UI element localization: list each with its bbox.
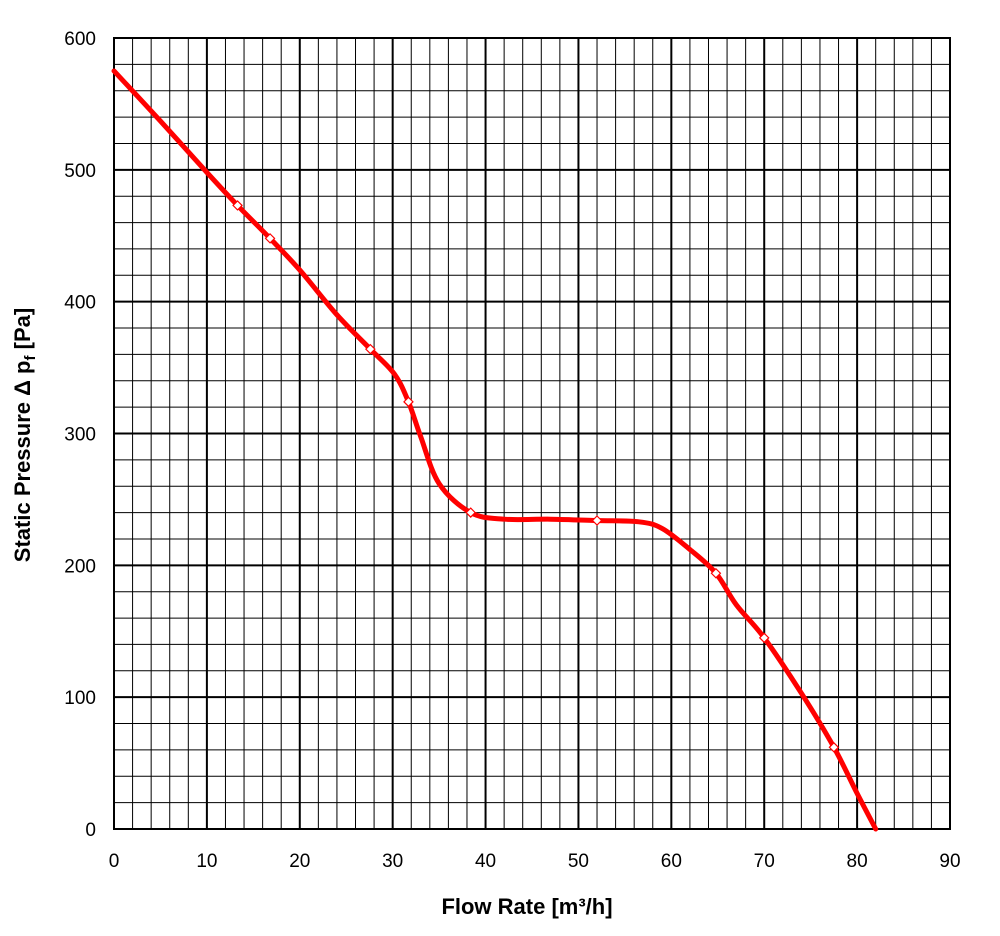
- y-tick-label: 500: [64, 161, 96, 182]
- x-tick-label: 10: [196, 851, 217, 872]
- major-gridlines: [113, 37, 951, 830]
- y-axis-label-subscript: f: [22, 355, 39, 361]
- x-axis-label: Flow Rate [m³/h]: [441, 894, 612, 919]
- y-tick-label: 200: [64, 556, 96, 577]
- x-tick-label: 20: [289, 851, 310, 872]
- plot-frame: [113, 37, 951, 830]
- y-axis-label: Static Pressure Δ pf [Pa]: [10, 308, 39, 562]
- x-tick-label: 40: [475, 851, 496, 872]
- data-point-marker: [758, 632, 770, 644]
- x-tick-label: 90: [939, 851, 960, 872]
- x-tick-label: 0: [109, 851, 120, 872]
- data-point-marker: [710, 567, 722, 579]
- data-point-marker: [591, 515, 603, 526]
- x-tick-label: 60: [661, 851, 682, 872]
- y-tick-label: 600: [64, 29, 96, 50]
- data-point-marker: [465, 507, 477, 518]
- data-point-marker: [828, 741, 840, 753]
- curve-layer: [111, 68, 879, 832]
- x-tick-label: 30: [382, 851, 403, 872]
- x-tick-label: 50: [568, 851, 589, 872]
- y-tick-label: 400: [64, 293, 96, 314]
- x-tick-label: 80: [847, 851, 868, 872]
- data-point-marker: [264, 233, 276, 244]
- y-axis-label-suffix: [Pa]: [10, 308, 35, 356]
- y-tick-labels: 0 100 200 300 400 500 600: [64, 29, 96, 841]
- data-point-marker: [232, 200, 243, 211]
- y-tick-label: 300: [64, 425, 96, 446]
- y-tick-label: 0: [85, 820, 96, 841]
- x-tick-labels: 0 10 20 30 40 50 60 70 80 90: [109, 851, 961, 872]
- y-axis-label-prefix: Static Pressure Δ p: [10, 361, 35, 563]
- marker-layer: [232, 200, 840, 753]
- pressure-curve: [111, 68, 879, 832]
- x-tick-label: 70: [754, 851, 775, 872]
- y-tick-label: 100: [64, 688, 96, 709]
- data-point-marker: [365, 343, 376, 355]
- data-point-marker: [403, 396, 414, 408]
